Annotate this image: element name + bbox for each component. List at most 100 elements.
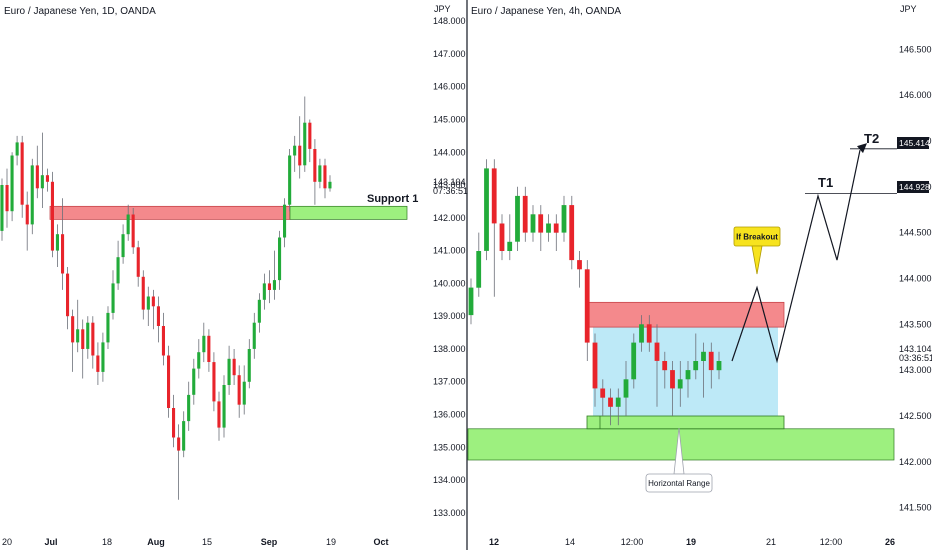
right-x-tick: 12 bbox=[489, 537, 499, 547]
right-candle-body bbox=[507, 241, 513, 251]
left-candle-body bbox=[222, 385, 226, 428]
left-candle-body bbox=[151, 296, 155, 307]
price-tag-t1: 144.928 bbox=[897, 181, 930, 193]
right-candle-body bbox=[701, 351, 706, 361]
right-candle-body bbox=[592, 342, 598, 389]
left-candle-body bbox=[283, 204, 287, 238]
right-candle-body bbox=[623, 379, 629, 398]
right-candle-body bbox=[677, 379, 683, 389]
left-candle-body bbox=[30, 165, 34, 225]
support-1-label: Support 1 bbox=[367, 193, 418, 205]
price-tag-t2-text: 145.414 bbox=[899, 138, 930, 148]
left-currency-label: JPY bbox=[434, 4, 451, 14]
left-candle-body bbox=[5, 185, 9, 212]
left-candle-body bbox=[136, 247, 140, 277]
left-candle-body bbox=[192, 368, 196, 395]
right-candle-body bbox=[716, 361, 722, 371]
left-candle-body bbox=[217, 401, 221, 428]
price-tag-t1-text: 144.928 bbox=[899, 182, 930, 192]
right-resistance-zone bbox=[587, 301, 785, 328]
left-y-tick: 137.000 bbox=[433, 377, 466, 387]
left-y-tick: 140.000 bbox=[433, 278, 466, 288]
right-candle-body bbox=[577, 260, 582, 270]
left-candle-body bbox=[237, 375, 241, 405]
right-candle-body bbox=[468, 287, 474, 316]
right-x-tick: 19 bbox=[686, 537, 696, 547]
right-candle-body bbox=[499, 223, 505, 251]
right-candle-body bbox=[522, 195, 528, 233]
left-candle-body bbox=[187, 394, 191, 422]
right-candle-body bbox=[538, 214, 544, 233]
left-candles bbox=[0, 96, 332, 500]
right-candle-body bbox=[654, 342, 660, 361]
price-tag-t2-bg bbox=[897, 137, 929, 149]
left-x-tick: 19 bbox=[326, 537, 336, 547]
left-candle-body bbox=[40, 175, 44, 189]
breakout-callout: If Breakout bbox=[733, 226, 781, 275]
left-candle-body bbox=[262, 283, 266, 300]
projection-path bbox=[731, 143, 897, 364]
left-candle-body bbox=[116, 257, 120, 284]
left-candle-body bbox=[257, 299, 261, 323]
left-candle-body bbox=[35, 165, 39, 189]
left-candle-body bbox=[167, 355, 171, 408]
left-candle-body bbox=[202, 335, 206, 353]
right-y-tick: 146.000 bbox=[899, 90, 932, 100]
right-candle-body bbox=[515, 195, 520, 242]
right-y-tick: 146.500 bbox=[899, 44, 932, 54]
left-zones bbox=[49, 205, 408, 220]
right-x-axis[interactable]: 12 14 12:00 19 21 12:00 26 bbox=[489, 537, 895, 547]
left-y-tick: 141.000 bbox=[433, 246, 466, 256]
right-candle-body bbox=[584, 269, 590, 343]
left-candle-body bbox=[182, 421, 186, 451]
left-support-zone bbox=[289, 205, 408, 220]
price-tag-t2: 145.414 bbox=[897, 137, 930, 149]
left-candle-body bbox=[96, 355, 100, 372]
left-candle-body bbox=[172, 408, 176, 438]
left-last-price: 143.104 bbox=[433, 177, 466, 187]
breakout-callout-text: If Breakout bbox=[736, 233, 778, 242]
left-candle-body bbox=[323, 165, 327, 189]
right-candle-body bbox=[670, 370, 675, 389]
left-x-tick: 20 bbox=[2, 537, 12, 547]
right-x-tick: 12:00 bbox=[621, 537, 644, 547]
projection-arrowhead bbox=[857, 143, 867, 154]
left-candle-body bbox=[252, 322, 256, 349]
left-y-tick: 139.000 bbox=[433, 311, 466, 321]
right-chart-panel[interactable]: Euro / Japanese Yen, 4h, OANDA JPY 146.5… bbox=[467, 4, 932, 547]
left-candle-body bbox=[10, 155, 14, 212]
left-candle-body bbox=[45, 175, 49, 182]
right-candle-body bbox=[561, 205, 567, 233]
left-candle-body bbox=[308, 122, 312, 149]
left-chart-panel[interactable]: Euro / Japanese Yen, 1D, OANDA JPY 148.0… bbox=[0, 4, 468, 547]
left-candle-body bbox=[227, 358, 231, 385]
right-candle-body bbox=[491, 168, 497, 224]
left-resistance-zone bbox=[49, 205, 291, 220]
range-callout-text: Horizontal Range bbox=[648, 479, 710, 488]
right-last-price: 143.104 bbox=[899, 344, 932, 354]
right-y-tick: 143.500 bbox=[899, 319, 932, 329]
right-y-tick: 142.000 bbox=[899, 457, 932, 467]
right-y-tick: 144.000 bbox=[899, 274, 932, 284]
left-x-axis[interactable]: 20 Jul 18 Aug 15 Sep 19 Oct bbox=[2, 537, 389, 547]
left-chart-title: Euro / Japanese Yen, 1D, OANDA bbox=[4, 6, 156, 17]
right-candle-body bbox=[708, 351, 714, 371]
target-t1-label: T1 bbox=[818, 175, 833, 190]
left-y-tick: 143.000 bbox=[433, 180, 466, 190]
left-candle-body bbox=[111, 283, 115, 313]
left-y-axis[interactable]: 148.000 147.000 146.000 145.000 144.000 143.0… bbox=[433, 16, 466, 518]
left-candle-body bbox=[272, 280, 276, 290]
left-candle-body bbox=[76, 329, 80, 343]
range-bottom-band bbox=[586, 415, 785, 430]
breakout-callout-pointer bbox=[751, 245, 763, 275]
right-candle-body bbox=[631, 342, 637, 380]
range-callout: Horizontal Range bbox=[645, 427, 713, 493]
right-y-axis[interactable]: 146.500146.000145.500145.000144.500144.0… bbox=[899, 44, 932, 512]
right-countdown: 03:36:51 bbox=[899, 353, 932, 363]
left-candle-body bbox=[161, 326, 165, 356]
left-y-tick: 136.000 bbox=[433, 410, 466, 420]
left-candle-body bbox=[20, 142, 24, 205]
right-candle-body bbox=[693, 361, 699, 371]
left-candle-body bbox=[50, 181, 54, 251]
